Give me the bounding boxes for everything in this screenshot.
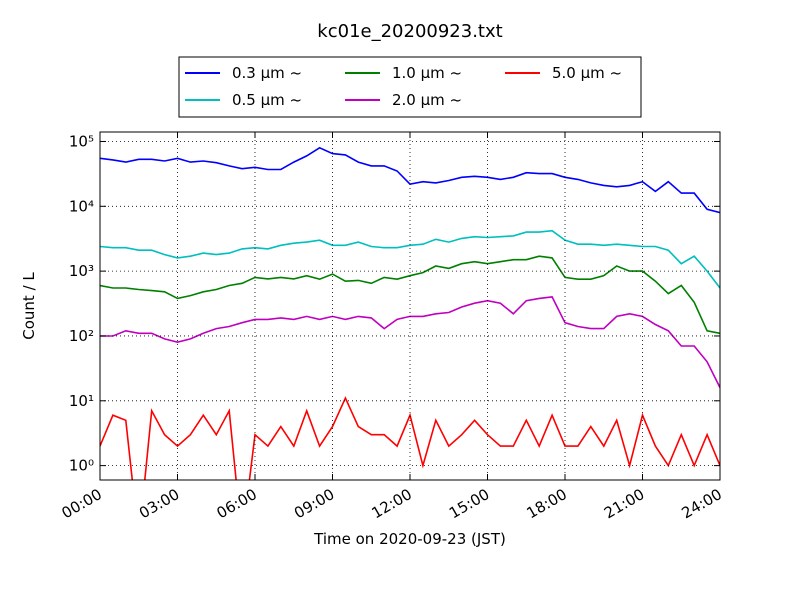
x-tick-label: 03:00	[136, 485, 182, 522]
y-tick-label: 10⁰	[69, 457, 94, 475]
y-tick-label: 10³	[69, 262, 94, 280]
x-tick-label: 12:00	[369, 485, 415, 522]
x-tick-label: 06:00	[214, 485, 260, 522]
legend-label: 2.0 μm ~	[392, 91, 462, 109]
x-tick-label: 24:00	[679, 485, 725, 522]
y-tick-label: 10⁵	[69, 132, 94, 150]
x-tick-label: 00:00	[59, 485, 105, 522]
chart-title: kc01e_20200923.txt	[317, 21, 502, 42]
x-tick-label: 21:00	[601, 485, 647, 522]
legend-label: 1.0 μm ~	[392, 64, 462, 82]
legend	[178, 56, 642, 118]
x-tick-label: 15:00	[446, 485, 492, 522]
legend-label: 0.5 μm ~	[232, 91, 302, 109]
y-tick-label: 10⁴	[69, 197, 94, 215]
y-axis-label: Count / L	[20, 272, 38, 340]
series-line	[100, 229, 720, 289]
y-tick-label: 10²	[69, 327, 94, 345]
legend-label: 5.0 μm ~	[552, 64, 622, 82]
legend-label: 0.3 μm ~	[232, 64, 302, 82]
x-tick-label: 18:00	[524, 485, 570, 522]
x-tick-label: 09:00	[291, 485, 337, 522]
y-tick-label: 10¹	[69, 392, 94, 410]
series-line	[100, 296, 720, 388]
series-line	[100, 396, 720, 480]
series-line	[100, 255, 720, 335]
x-axis-label: Time on 2020-09-23 (JST)	[313, 530, 506, 548]
